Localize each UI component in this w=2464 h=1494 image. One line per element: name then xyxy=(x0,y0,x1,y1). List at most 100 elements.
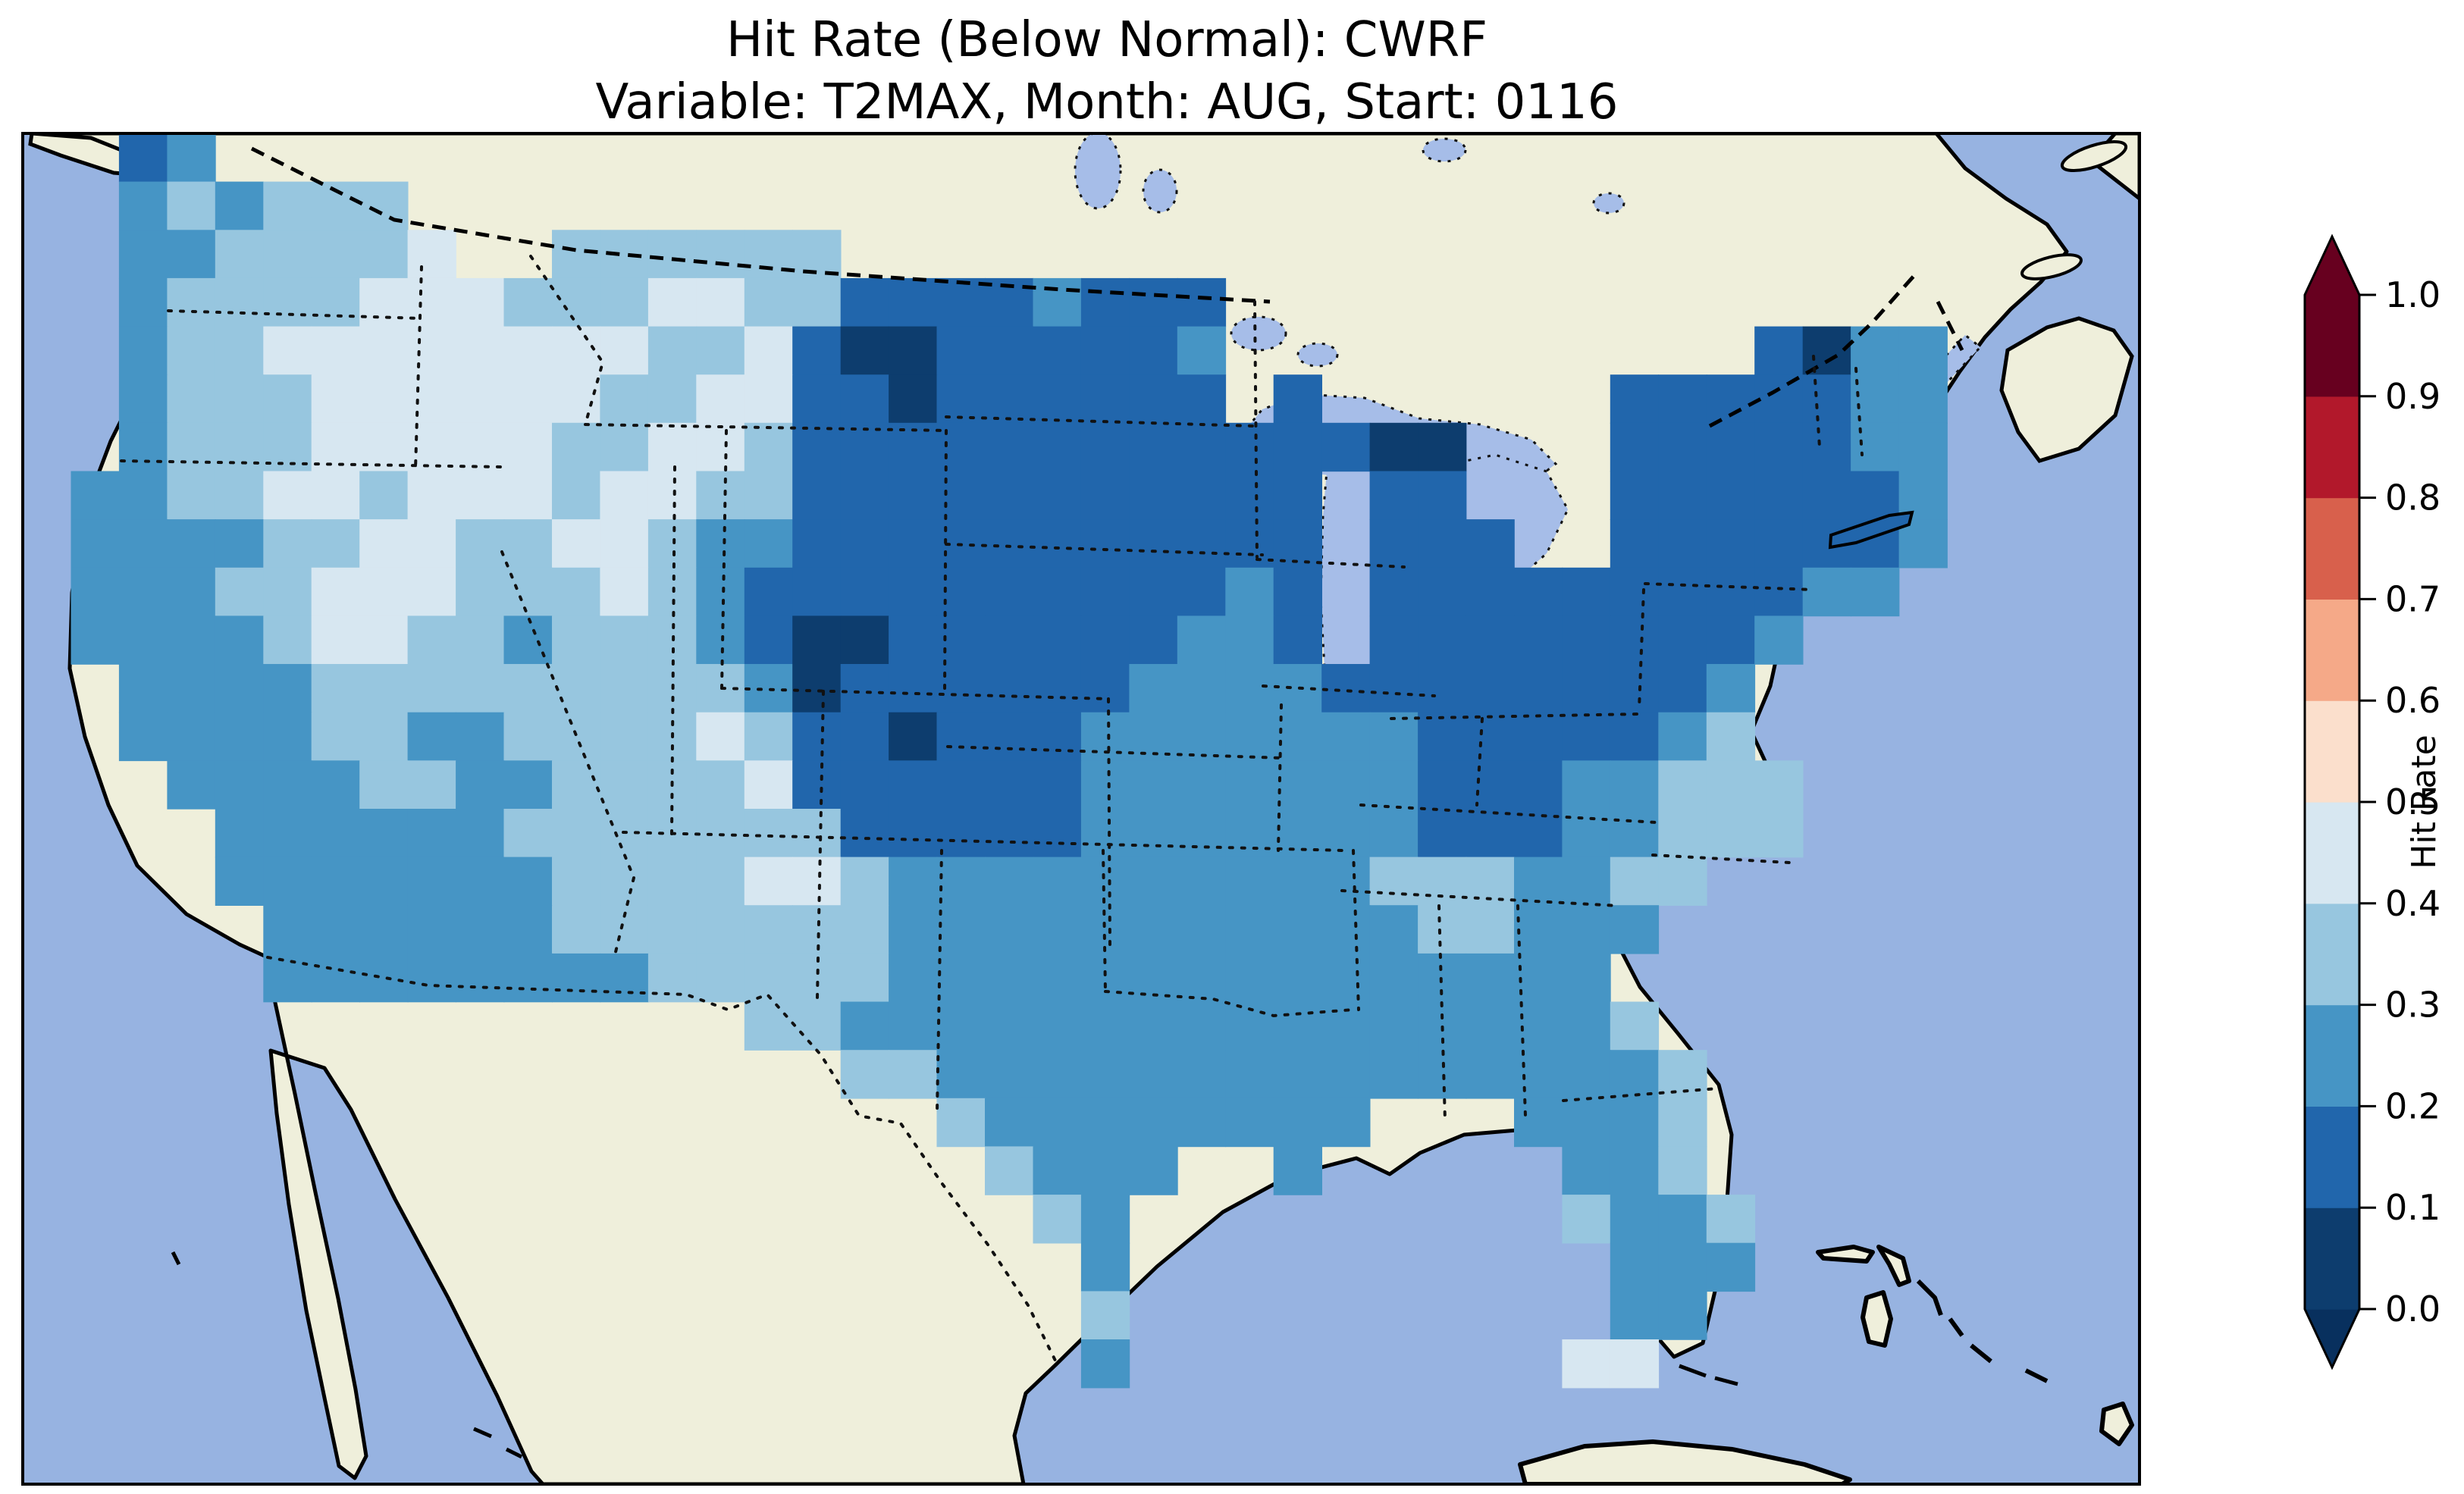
colorbar-segment xyxy=(2305,903,2359,1006)
heatmap-cell xyxy=(1851,422,1900,472)
heatmap-cell xyxy=(1658,471,1707,520)
heatmap-cell xyxy=(1177,1098,1227,1148)
heatmap-cell xyxy=(167,664,216,713)
heatmap-cell xyxy=(1754,422,1804,472)
heatmap-cell xyxy=(1321,857,1371,906)
heatmap-cell xyxy=(167,567,216,617)
heatmap-cell xyxy=(792,857,842,906)
heatmap-cell xyxy=(696,519,745,568)
heatmap-cell xyxy=(1514,1098,1563,1148)
international-borders xyxy=(250,146,1964,428)
heatmap-cell xyxy=(840,471,889,520)
heatmap-cell xyxy=(456,567,505,617)
colorbar-axis-label: Hit Rate xyxy=(2405,734,2444,869)
heatmap-cell xyxy=(1851,567,1900,617)
long-island xyxy=(1828,510,1914,550)
heatmap-cell xyxy=(1177,326,1227,375)
heatmap-cell xyxy=(263,664,312,713)
heatmap-cell xyxy=(1273,1098,1322,1148)
heatmap-cell xyxy=(1177,519,1227,568)
heatmap-cell xyxy=(263,181,312,230)
heatmap-cell xyxy=(1706,519,1756,568)
heatmap-cell xyxy=(1466,519,1515,568)
heatmap-cell xyxy=(840,519,889,568)
heatmap-cell xyxy=(889,277,938,327)
heatmap-cell xyxy=(696,567,745,617)
heatmap-cell xyxy=(1610,1098,1660,1148)
heatmap-cell xyxy=(1273,760,1322,810)
heatmap-cell xyxy=(407,712,456,762)
heatmap-cell xyxy=(1369,760,1419,810)
heatmap-cell xyxy=(1754,760,1804,810)
us-canada-border-east xyxy=(1708,271,1918,428)
heatmap-cell xyxy=(1658,1242,1707,1292)
heatmap-cell xyxy=(1033,471,1082,520)
heatmap-cell xyxy=(359,953,409,1003)
heatmap-cell xyxy=(1273,422,1322,472)
heatmap-cell xyxy=(215,664,265,713)
heatmap-cell xyxy=(936,1098,986,1148)
heatmap-cell xyxy=(1610,567,1660,617)
heatmap-cell xyxy=(167,326,216,375)
lake-of-the-woods xyxy=(1230,315,1287,352)
heatmap-cell xyxy=(1033,567,1082,617)
heatmap-cell xyxy=(1033,664,1082,713)
heatmap-cell xyxy=(1177,760,1227,810)
heatmap-cell xyxy=(1321,712,1371,762)
heatmap-cell xyxy=(1080,615,1130,665)
heatmap-cell xyxy=(503,664,553,713)
heatmap-cell xyxy=(118,615,168,665)
heatmap-cell xyxy=(1033,519,1082,568)
heatmap-cell xyxy=(1514,712,1563,762)
heatmap-cell xyxy=(1080,857,1130,906)
heatmap-cell xyxy=(1754,326,1804,375)
bahama-andros xyxy=(1861,1290,1893,1348)
heatmap-cell xyxy=(71,615,120,665)
heatmap-cell xyxy=(1418,615,1467,665)
heatmap-cell xyxy=(1177,1001,1227,1051)
heatmap-cell xyxy=(167,712,216,762)
heatmap-cell xyxy=(407,567,456,617)
heatmap-cell xyxy=(1658,712,1707,762)
heatmap-cell xyxy=(1177,953,1227,1003)
heatmap-cell xyxy=(359,471,409,520)
heatmap-cell xyxy=(985,1050,1034,1099)
heatmap-cell xyxy=(1369,1050,1419,1099)
heatmap-cell xyxy=(1080,1291,1130,1340)
heatmap-cell xyxy=(647,422,698,472)
heatmap-cell xyxy=(1610,857,1660,906)
heatmap-cell xyxy=(647,471,698,520)
colorbar-segment xyxy=(2305,1004,2359,1107)
heatmap-cell xyxy=(552,664,601,713)
heatmap-cell xyxy=(1225,615,1274,665)
heatmap-cell xyxy=(359,277,409,327)
heatmap-cell xyxy=(1033,712,1082,762)
heatmap-cell xyxy=(215,567,265,617)
heatmap-cell xyxy=(600,664,649,713)
heatmap-cell xyxy=(1802,567,1851,617)
heatmap-cell xyxy=(889,1001,938,1051)
heatmap-cell xyxy=(215,615,265,665)
heatmap-cell xyxy=(792,567,842,617)
heatmap-cell xyxy=(1610,1339,1660,1389)
heatmap-cell xyxy=(1418,857,1467,906)
heatmap-cell xyxy=(1418,1050,1467,1099)
heatmap-cell xyxy=(1225,760,1274,810)
heatmap-cell xyxy=(744,422,794,472)
heatmap-cell xyxy=(1321,953,1371,1003)
heatmap-cell xyxy=(744,664,794,713)
heatmap-cell xyxy=(840,326,889,375)
heatmap-cell xyxy=(215,809,265,858)
heatmap-cell xyxy=(1466,567,1515,617)
heatmap-cell xyxy=(1225,1050,1274,1099)
heatmap-cell xyxy=(1080,1146,1130,1195)
heatmap-cell xyxy=(1033,953,1082,1003)
heatmap-cell xyxy=(1273,567,1322,617)
heatmap-cell xyxy=(1418,664,1467,713)
heatmap-cell xyxy=(647,230,698,279)
heatmap-cell xyxy=(311,519,360,568)
heatmap-cell xyxy=(1658,857,1707,906)
heatmap-cell xyxy=(985,1098,1034,1148)
heatmap-cell xyxy=(71,519,120,568)
heatmap-cell xyxy=(263,326,312,375)
